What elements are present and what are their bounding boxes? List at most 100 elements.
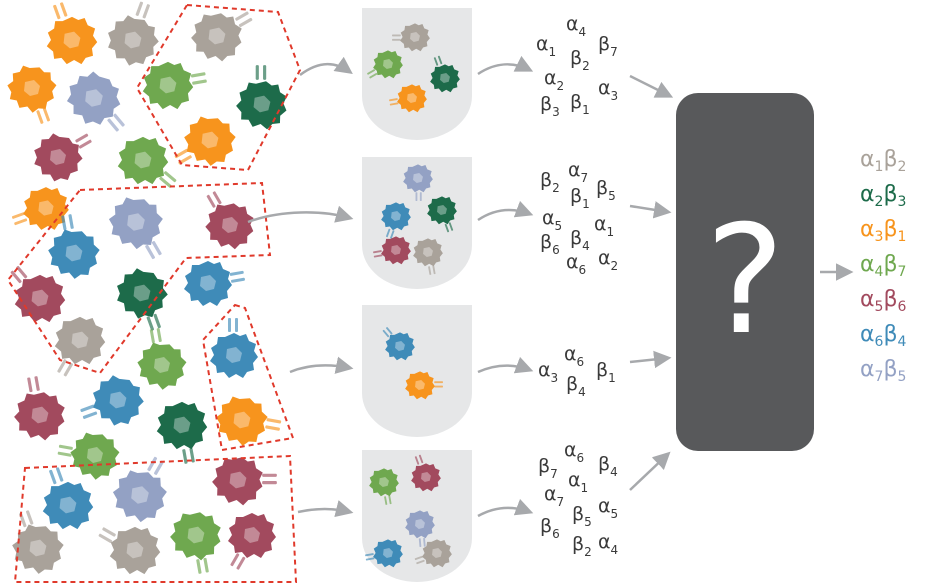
sample-regions: [6, 3, 302, 583]
alpha-chain-label: α1: [594, 213, 614, 239]
pair-item: α2β3: [860, 182, 906, 210]
t-cell-population: [1, 1, 291, 580]
alpha-chain-label: α6: [564, 439, 584, 465]
tcr-receptor: [57, 444, 74, 457]
alpha-chain-label: α5: [542, 207, 562, 233]
pair-item: α7β5: [860, 357, 906, 385]
t-cell: [11, 187, 69, 230]
t-cell: [131, 327, 193, 395]
beta-chain-label: β2: [570, 47, 590, 73]
alpha-chain-label: α1: [536, 33, 556, 59]
beta-chain-label: β2: [540, 169, 560, 195]
arrows-to-box: [629, 74, 674, 491]
tcr-receptor: [52, 2, 68, 20]
tcr-receptor: [56, 358, 74, 377]
tcr-receptor: [27, 376, 40, 393]
tcr-receptor: [135, 1, 151, 19]
t-cell: [54, 316, 106, 377]
pair-item: α5β6: [860, 287, 906, 315]
t-cell: [1, 59, 63, 125]
wells: [362, 8, 472, 582]
t-cell: [142, 61, 207, 110]
well-tube: [362, 305, 472, 437]
alpha-chain-label: α3: [598, 77, 618, 103]
tcr-receptor: [229, 270, 246, 283]
question-mark: ?: [705, 194, 785, 368]
alpha-chain-label: α2: [544, 67, 564, 93]
t-cell: [228, 513, 276, 571]
well-2: [362, 157, 472, 289]
beta-chain-label: β5: [572, 503, 592, 529]
t-cell: [42, 467, 94, 530]
t-cell: [187, 8, 253, 65]
alpha-chain-label: α7: [568, 159, 588, 185]
t-cell: [98, 526, 161, 575]
beta-chain-label: β3: [540, 93, 560, 119]
alpha-chain-label: α4: [598, 531, 618, 557]
t-cell: [184, 261, 246, 306]
sample-region-2: [6, 181, 272, 375]
t-cell: [80, 367, 152, 434]
t-cell: [46, 2, 98, 65]
t-cell: [117, 136, 177, 189]
beta-chain-label: β1: [570, 91, 590, 117]
pair-item: α1β2: [860, 147, 906, 175]
t-cell: [174, 109, 242, 172]
t-cell: [232, 65, 291, 133]
grey-box: [676, 93, 814, 451]
well-1: [362, 8, 472, 140]
tcr-receptor: [265, 417, 282, 431]
beta-chain-label: β7: [538, 455, 558, 481]
tcr-receptor: [234, 11, 253, 28]
beta-chain-label: β6: [540, 231, 560, 257]
tcr-receptor: [228, 318, 238, 332]
arrows-to-chains: [477, 55, 534, 518]
t-cell: [166, 507, 225, 574]
t-cell: [108, 260, 176, 331]
t-cell: [10, 376, 69, 444]
sample-region-4: [13, 454, 298, 583]
inference-box: ?: [676, 93, 814, 451]
beta-chain-label: β4: [598, 453, 618, 479]
beta-chain-label: β1: [570, 185, 590, 211]
arrows-to-wells: [247, 56, 354, 518]
alpha-chain-label: α6: [564, 343, 584, 369]
tcr-receptor: [190, 72, 207, 85]
t-cell: [210, 318, 258, 378]
beta-chain-label: β4: [566, 373, 586, 399]
pair-item: α3β1: [860, 217, 906, 245]
t-cell: [102, 190, 170, 260]
tcr-receptor: [230, 552, 246, 571]
chain-group-1: α4 α1 β2 β7 α2 α3 β3 β1: [536, 13, 618, 119]
t-cell: [106, 456, 174, 528]
beta-chain-label: β6: [540, 515, 560, 541]
tcr-receptor: [36, 107, 51, 125]
pair-list: α1β2 α2β3 α3β1 α4β7 α5β6 α6β4 α7β5: [860, 147, 906, 385]
alpha-chain-label: α5: [598, 495, 618, 521]
beta-chain-label: β2: [572, 533, 592, 559]
well-3: [362, 305, 472, 437]
tcr-receptor: [149, 327, 162, 344]
alpha-chain-label: α3: [538, 359, 558, 385]
tcr-receptor: [146, 456, 165, 476]
tcr-receptor: [48, 467, 64, 485]
tcr-receptor: [262, 473, 277, 485]
t-cell: [208, 452, 277, 509]
t-cell: [10, 265, 66, 323]
tcr-receptor: [255, 65, 267, 80]
alpha-chain-label: α4: [566, 13, 586, 39]
beta-chain-label: β4: [570, 227, 590, 253]
tcr-receptor: [61, 214, 74, 231]
well-tube: [362, 8, 472, 140]
t-cell: [156, 401, 208, 464]
t-cell: [57, 426, 126, 485]
well-4: [362, 450, 472, 582]
beta-chain-label: β5: [596, 177, 616, 203]
pair-item: α4β7: [860, 252, 906, 280]
t-cell: [99, 1, 167, 74]
